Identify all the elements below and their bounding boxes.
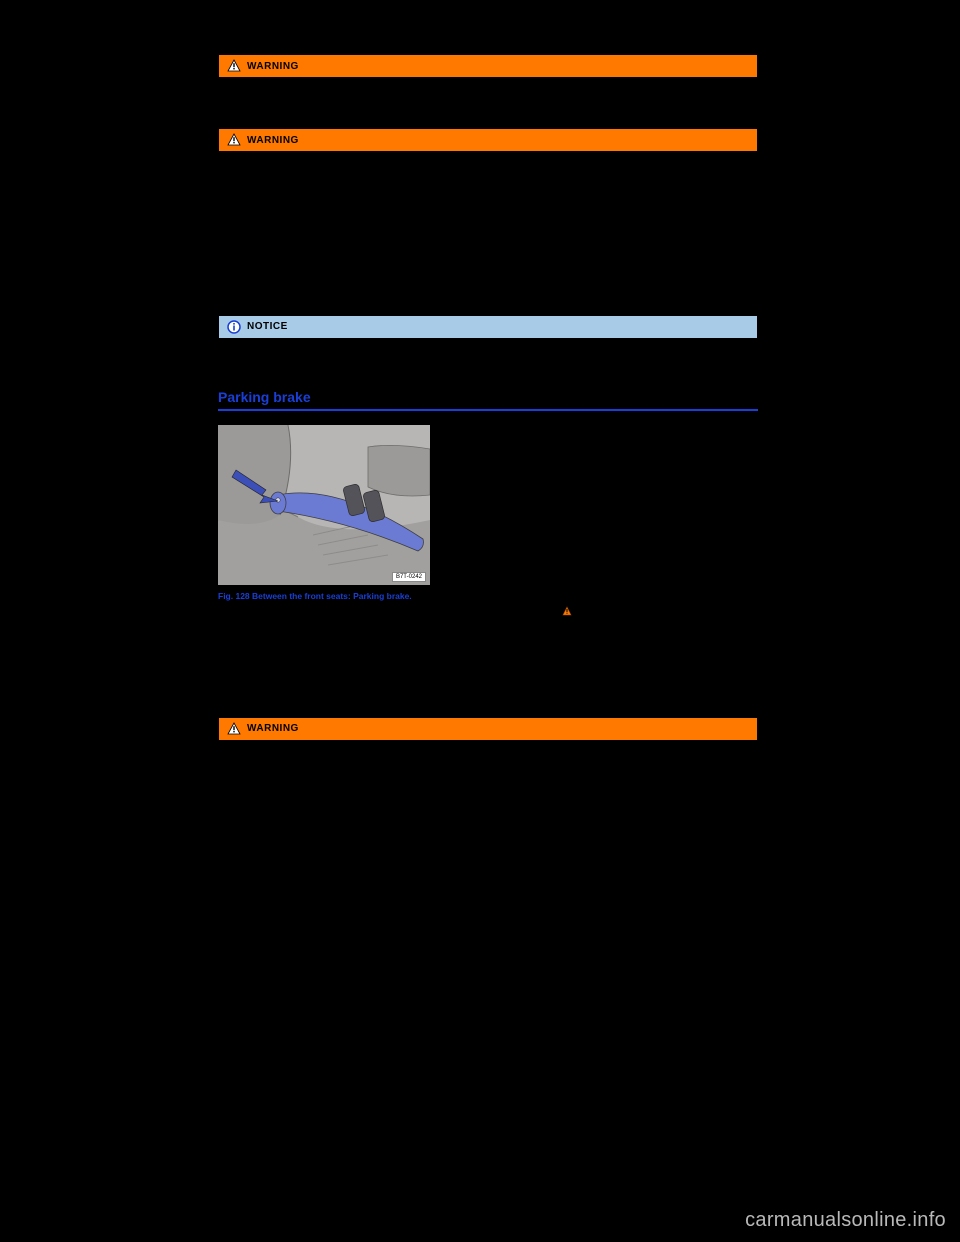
figure-tag: B7T-0242 [392, 572, 426, 582]
warning2-paragraph2: Before driving downhill a long distance … [218, 199, 758, 251]
warning-label: WARNING [247, 723, 299, 734]
releasing-steps: •Pull up slightly on the parking brake l… [218, 675, 758, 703]
warning3-bullets: •Never use the parking brake to slow dow… [218, 760, 758, 842]
book-icon [220, 606, 232, 620]
subhead-releasing: Releasing the parking brake [218, 663, 758, 673]
list-item: •Reduced braking power increases stoppin… [218, 253, 758, 266]
warning2-bullets: •Reduced braking power increases stoppin… [218, 253, 758, 294]
warning-callout-2: WARNING [218, 128, 758, 152]
notice-callout: NOTICE [218, 315, 758, 339]
notice-label: NOTICE [247, 321, 288, 332]
subhead-setting: Setting the parking brake [218, 628, 758, 638]
section-intro: Please first read and note the introduct… [218, 605, 758, 620]
notice-info-icon [227, 320, 241, 334]
bullet-text: Never drive with the parking brake lever… [230, 788, 758, 814]
figure-parking-brake: B7T-0242 [218, 425, 430, 585]
bullet-text: Pull up slightly on the parking brake le… [230, 675, 573, 688]
warning-label: WARNING [247, 61, 299, 72]
list-item: •Push the parking brake lever all the wa… [218, 690, 758, 703]
warning1-paragraph: Never let the brakes "rub" by pressing t… [218, 82, 758, 108]
warning-triangle-icon [227, 722, 241, 736]
list-item: •Never use the parking brake to slow dow… [218, 760, 758, 786]
warning-triangle-icon [227, 59, 241, 73]
warning-triangle-icon [562, 606, 572, 620]
warning3-paragraph: Improper use of the parking brake can ca… [218, 745, 758, 758]
warning-callout-1: WARNING [218, 54, 758, 78]
notice-paragraph: Never let the vehicle roll with the engi… [218, 343, 758, 369]
warning-callout-3: WARNING [218, 717, 758, 741]
intro-text: Please first read and note the introduct… [237, 606, 558, 616]
list-item: •Never press the gas pedal to run the en… [218, 816, 758, 842]
warning-triangle-icon [227, 133, 241, 147]
bullet-text: When the front spoiler or the wheel cove… [230, 268, 758, 294]
figure-caption: Fig. 128 Between the front seats: Parkin… [218, 591, 758, 601]
list-item: •When the front spoiler or the wheel cov… [218, 268, 758, 294]
warning-label: WARNING [247, 135, 299, 146]
warning2-paragraph1: Never "ride the brakes" by resting your … [218, 156, 758, 195]
section-title: Parking brake [218, 389, 758, 407]
list-item: •Pull up slightly on the parking brake l… [218, 675, 758, 688]
bullet-text: Reduced braking power increases stopping… [230, 253, 629, 266]
bullet-text: Never use the parking brake to slow down… [230, 760, 758, 786]
bullet-text: Never press the gas pedal to run the eng… [230, 816, 758, 842]
setting-text: Pull the parking brake lever all the way… [218, 642, 758, 655]
watermark: carmanualsonline.info [745, 1209, 946, 1232]
bullet-text: Push the parking brake lever all the way… [230, 690, 569, 703]
section-rule [218, 409, 758, 411]
list-item: •Never drive with the parking brake leve… [218, 788, 758, 814]
